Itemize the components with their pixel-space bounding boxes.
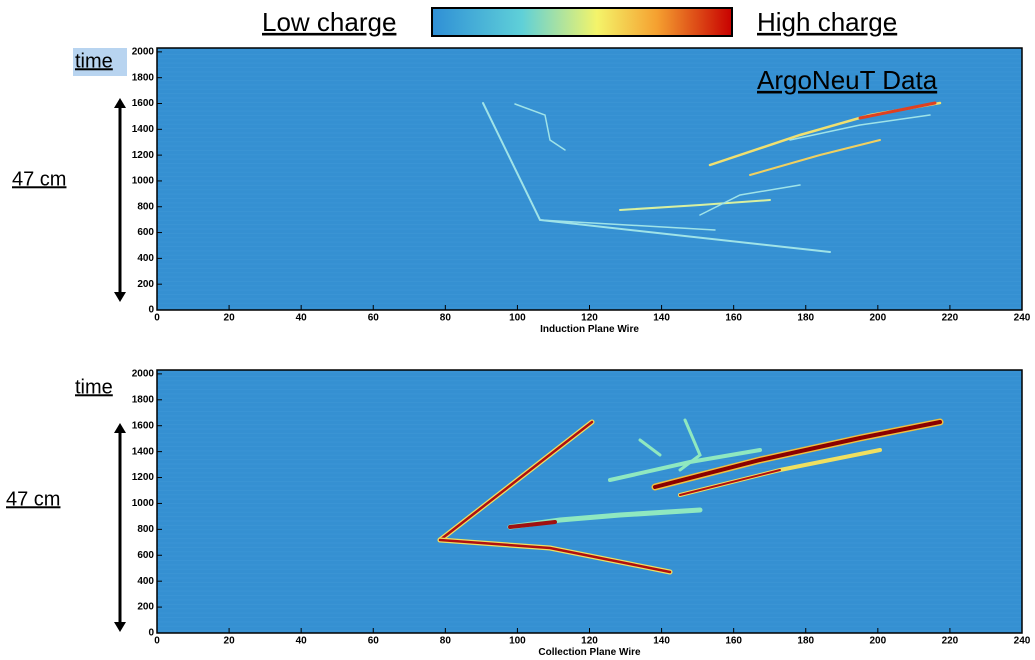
highlight (73, 48, 127, 76)
y-tick-label: 800 (137, 524, 154, 535)
y-tick-label: 1400 (132, 446, 155, 457)
y-tick-label: 600 (137, 550, 154, 561)
arrow-head (114, 98, 126, 108)
arrow-head (114, 622, 126, 632)
y-tick-label: 1000 (132, 176, 155, 187)
x-tick-label: 180 (797, 313, 814, 324)
x-tick-label: 240 (1014, 636, 1031, 647)
scale-label: 47 cm (6, 488, 60, 510)
x-tick-label: 20 (224, 636, 236, 647)
y-tick-label: 200 (137, 279, 154, 290)
x-tick-label: 220 (942, 313, 959, 324)
x-tick-label: 140 (653, 636, 670, 647)
x-tick-label: 240 (1014, 313, 1031, 324)
tracks (437, 418, 944, 575)
y-tick-label: 1200 (132, 150, 155, 161)
y-tick-label: 2000 (132, 369, 155, 380)
y-tick-label: 400 (137, 576, 154, 587)
scale-label: 47 cm (12, 168, 66, 190)
x-tick-label: 0 (154, 313, 160, 324)
x-tick-label: 20 (224, 313, 236, 324)
y-tick-label: 1800 (132, 72, 155, 83)
x-tick-label: 100 (509, 636, 526, 647)
x-tick-label: 140 (653, 313, 670, 324)
arrow-head (114, 292, 126, 302)
y-tick-label: 1000 (132, 498, 155, 509)
y-tick-label: 0 (148, 628, 154, 639)
x-tick-label: 200 (869, 313, 886, 324)
x-tick-label: 60 (368, 313, 380, 324)
x-tick-label: 220 (942, 636, 959, 647)
x-tick-label: 180 (797, 636, 814, 647)
y-axis-label: time (75, 376, 113, 398)
y-tick-label: 1600 (132, 98, 155, 109)
x-tick-label: 160 (725, 636, 742, 647)
y-tick-label: 2000 (132, 47, 155, 58)
y-tick-label: 200 (137, 602, 154, 613)
y-tick-label: 1800 (132, 394, 155, 405)
plot-area (157, 370, 1022, 633)
plot-area (157, 48, 1022, 310)
y-tick-label: 600 (137, 227, 154, 238)
x-tick-label: 40 (296, 636, 308, 647)
arrow-head (114, 423, 126, 433)
tracks (482, 101, 942, 253)
y-tick-label: 400 (137, 253, 154, 264)
high-label: High charge (757, 7, 897, 37)
annotation: ArgoNeuT Data (757, 65, 938, 95)
x-tick-label: 80 (440, 636, 452, 647)
x-tick-label: 160 (725, 313, 742, 324)
y-tick-label: 0 (148, 305, 154, 316)
y-tick-label: 1200 (132, 472, 155, 483)
y-tick-label: 800 (137, 201, 154, 212)
y-axis-label: time (75, 50, 113, 72)
x-tick-label: 120 (581, 313, 598, 324)
y-tick-label: 1600 (132, 420, 155, 431)
low-label: Low charge (262, 7, 396, 37)
y-tick-label: 1400 (132, 124, 155, 135)
x-tick-label: 0 (154, 636, 160, 647)
x-tick-label: 60 (368, 636, 380, 647)
x-tick-label: 40 (296, 313, 308, 324)
x-tick-label: 120 (581, 636, 598, 647)
x-tick-label: 200 (869, 636, 886, 647)
x-tick-label: 100 (509, 313, 526, 324)
colorbar (431, 7, 733, 37)
x-axis-label: Induction Plane Wire (540, 324, 639, 335)
x-axis-label: Collection Plane Wire (538, 647, 641, 658)
x-tick-label: 80 (440, 313, 452, 324)
